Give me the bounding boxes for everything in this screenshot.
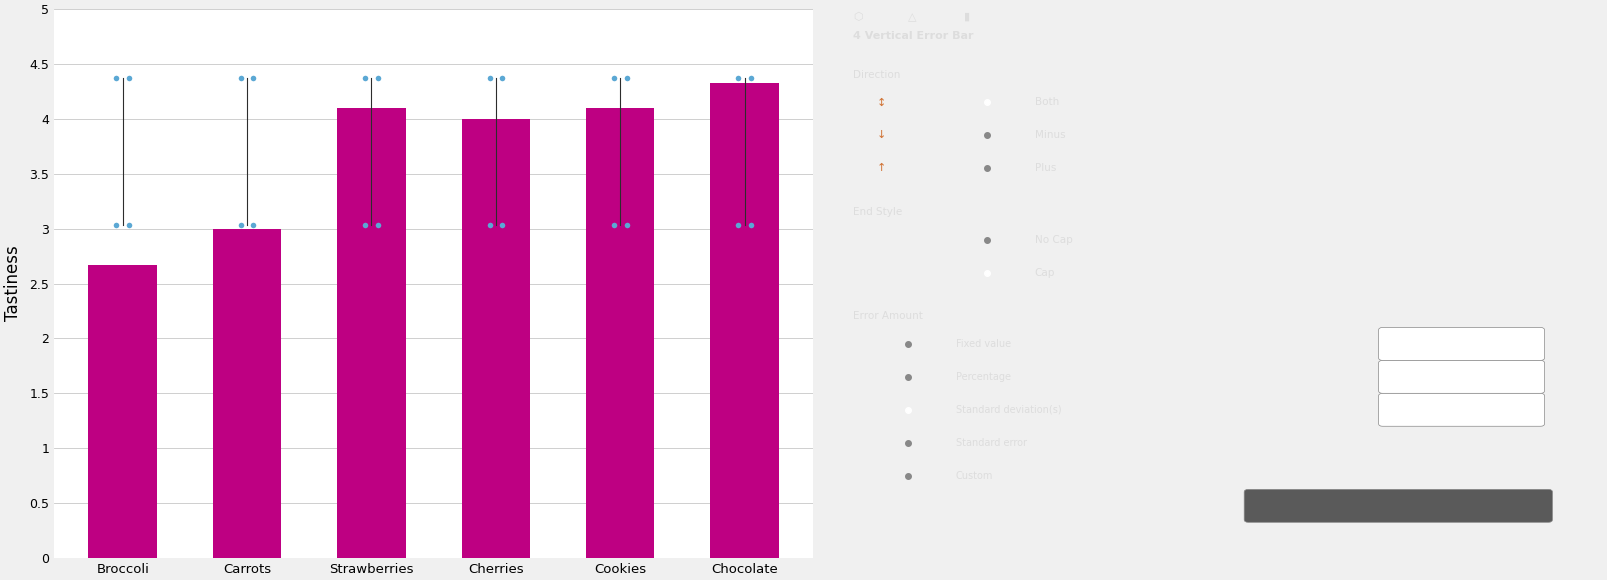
FancyBboxPatch shape: [1377, 328, 1544, 360]
Text: ↕: ↕: [876, 97, 885, 107]
Text: Plus: Plus: [1033, 164, 1056, 173]
Text: 30.0: 30.0: [1450, 372, 1472, 382]
Text: Standard deviation(s): Standard deviation(s): [955, 405, 1061, 415]
Bar: [88, 265, 157, 558]
Text: ⬡: ⬡: [852, 12, 861, 22]
Text: Fixed value: Fixed value: [955, 339, 1011, 349]
Text: ↓: ↓: [876, 130, 885, 140]
Bar: [337, 108, 405, 558]
Text: Both: Both: [1033, 97, 1059, 107]
Text: Specify Value: Specify Value: [1364, 501, 1430, 511]
Text: Minus: Minus: [1033, 130, 1065, 140]
FancyBboxPatch shape: [1377, 393, 1544, 426]
Text: Percentage: Percentage: [955, 372, 1011, 382]
Bar: [212, 229, 281, 558]
Text: Error Amount: Error Amount: [852, 311, 922, 321]
Bar: [710, 83, 778, 558]
Bar: [585, 108, 654, 558]
Text: Standard error: Standard error: [955, 438, 1025, 448]
Text: Custom: Custom: [955, 470, 993, 481]
Text: Direction: Direction: [852, 70, 900, 79]
Text: △: △: [908, 12, 916, 22]
Y-axis label: Tastiness: Tastiness: [5, 246, 22, 321]
Text: No Cap: No Cap: [1033, 235, 1072, 245]
Text: 0.1: 0.1: [1453, 339, 1469, 349]
Text: ↑: ↑: [876, 164, 885, 173]
Text: Cap: Cap: [1033, 267, 1054, 278]
FancyBboxPatch shape: [1377, 360, 1544, 393]
Bar: [461, 119, 530, 558]
Text: 4 Vertical Error Bar: 4 Vertical Error Bar: [852, 31, 972, 41]
Text: 1.0: 1.0: [1453, 405, 1469, 415]
Text: ▮: ▮: [963, 12, 969, 22]
Text: End Style: End Style: [852, 206, 902, 217]
FancyBboxPatch shape: [1244, 490, 1551, 523]
